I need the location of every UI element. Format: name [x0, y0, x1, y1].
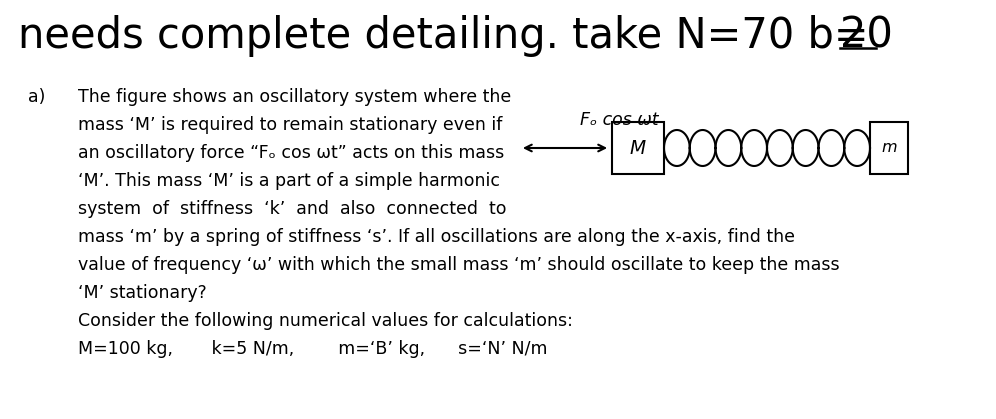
- Text: M: M: [629, 139, 646, 158]
- Text: an oscillatory force “Fₒ cos ωt” acts on this mass: an oscillatory force “Fₒ cos ωt” acts on…: [78, 144, 504, 162]
- Bar: [870, 122, 908, 174]
- Text: ‘M’. This mass ‘M’ is a part of a simple harmonic: ‘M’. This mass ‘M’ is a part of a simple…: [78, 172, 500, 190]
- Text: mass ‘M’ is required to remain stationary even if: mass ‘M’ is required to remain stationar…: [78, 116, 502, 134]
- Text: Fₒ cos ωt: Fₒ cos ωt: [580, 111, 658, 129]
- Text: needs complete detailing. take N=70 b=: needs complete detailing. take N=70 b=: [18, 15, 869, 57]
- Text: The figure shows an oscillatory system where the: The figure shows an oscillatory system w…: [78, 88, 511, 106]
- Text: mass ‘m’ by a spring of stiffness ‘s’. If all oscillations are along the x-axis,: mass ‘m’ by a spring of stiffness ‘s’. I…: [78, 228, 795, 246]
- Text: 20: 20: [840, 15, 892, 57]
- Text: a): a): [28, 88, 46, 106]
- Text: Consider the following numerical values for calculations:: Consider the following numerical values …: [78, 312, 573, 330]
- Text: system  of  stiffness  ‘k’  and  also  connected  to: system of stiffness ‘k’ and also connect…: [78, 200, 507, 218]
- Bar: [612, 122, 664, 174]
- Text: ‘M’ stationary?: ‘M’ stationary?: [78, 284, 207, 302]
- Text: value of frequency ‘ω’ with which the small mass ‘m’ should oscillate to keep th: value of frequency ‘ω’ with which the sm…: [78, 256, 840, 274]
- Text: M=100 kg,       k=5 N/m,        m=‘B’ kg,      s=‘N’ N/m: M=100 kg, k=5 N/m, m=‘B’ kg, s=‘N’ N/m: [78, 340, 548, 358]
- Text: m: m: [881, 140, 896, 155]
